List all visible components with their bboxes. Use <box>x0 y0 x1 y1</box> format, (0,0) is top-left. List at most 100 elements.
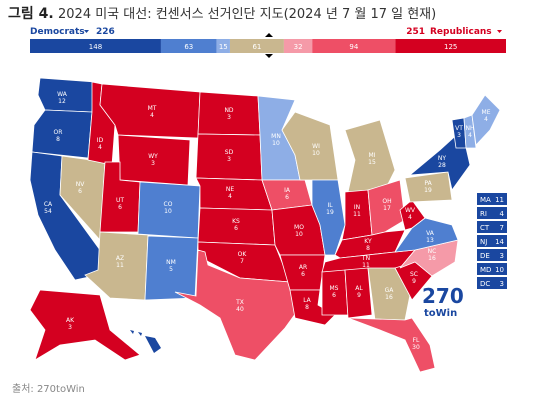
state <box>311 179 346 256</box>
segment-label: 61 <box>252 43 261 51</box>
state-abbr: IA <box>284 187 291 194</box>
state-ev: 6 <box>234 225 238 232</box>
state-abbr: WA <box>57 91 68 98</box>
state-abbr: SD <box>225 149 234 156</box>
state-ev: 17 <box>383 205 391 212</box>
state-box <box>477 277 507 289</box>
state-ev: 10 <box>295 231 303 238</box>
segment-label: 148 <box>89 43 102 51</box>
state-ev: 4 <box>484 116 488 123</box>
state-abbr: AZ <box>116 255 124 262</box>
state-abbr: SC <box>410 271 418 278</box>
small-states: MA 11 RI 4 CT 7 NJ 14 DE 3 MD 10 DC 3 <box>477 193 507 289</box>
state <box>367 179 406 236</box>
state-abbr: TN <box>361 255 370 262</box>
state-ev: 4 <box>500 210 505 218</box>
dem-total: 226 <box>96 27 115 37</box>
state <box>347 317 436 373</box>
segment-label: 32 <box>294 43 303 51</box>
state-abbr: NM <box>166 259 176 266</box>
state-abbr: PA <box>424 180 432 187</box>
state-ev: 15 <box>368 159 376 166</box>
state-ev: 14 <box>495 238 504 246</box>
state-ev: 8 <box>305 304 309 311</box>
state-abbr: OH <box>382 198 391 205</box>
midpoint-marker <box>265 54 273 58</box>
midpoint-marker <box>265 33 273 37</box>
segment-label: 63 <box>184 43 193 51</box>
state-abbr: MS <box>330 285 339 292</box>
state-box <box>477 193 507 205</box>
state <box>195 177 273 211</box>
state-box <box>477 207 507 219</box>
state-abbr: ID <box>97 137 104 144</box>
state-ev: 12 <box>58 98 66 105</box>
state-ev: 10 <box>495 266 504 274</box>
state-abbr: WV <box>405 207 416 214</box>
state-abbr: NH <box>466 125 475 132</box>
state-ev: 19 <box>326 209 334 216</box>
state-ev: 3 <box>457 132 461 139</box>
state-ev: 11 <box>362 262 370 269</box>
bar-segment <box>30 39 161 53</box>
state-ev: 3 <box>68 324 72 331</box>
rep-label: Republicans <box>430 27 492 37</box>
state-abbr: WI <box>312 143 320 150</box>
segment-label: 125 <box>444 43 457 51</box>
rep-total: 251 <box>406 27 425 37</box>
state-abbr: AK <box>66 317 75 324</box>
state-abbr: VT <box>455 125 463 132</box>
bar-segment <box>160 39 217 53</box>
state-ev: 3 <box>500 280 504 288</box>
state-abbr: NC <box>428 248 437 255</box>
state-ev: 11 <box>116 262 124 269</box>
state <box>281 111 339 181</box>
state-abbr: IN <box>354 204 360 211</box>
state-abbr: CA <box>44 201 53 208</box>
state-abbr: OK <box>238 251 248 258</box>
dropdown-icon <box>84 30 89 33</box>
state-ev: 8 <box>366 245 370 252</box>
state-abbr: AL <box>355 285 363 292</box>
state-ev: 16 <box>385 294 393 301</box>
state-ev: 7 <box>240 258 244 265</box>
state-abbr: RI <box>480 210 487 218</box>
state-abbr: WY <box>148 153 158 160</box>
state-abbr: OR <box>54 129 63 136</box>
state-box <box>477 263 507 275</box>
state-abbr: FL <box>413 337 420 344</box>
state-abbr: VA <box>426 230 435 237</box>
state <box>174 249 299 361</box>
state-abbr: UT <box>116 197 124 204</box>
state-ev: 4 <box>408 214 412 221</box>
state-abbr: MD <box>480 266 491 274</box>
state-ev: 11 <box>495 196 504 204</box>
state <box>29 289 141 361</box>
logo-number: 270 <box>422 284 464 308</box>
state-abbr: TX <box>235 299 244 306</box>
state-abbr: IL <box>327 202 333 209</box>
bar-segment <box>229 39 284 53</box>
map: WA12OR8CA54NV6ID4MT4WY3UT6AZ11CO10NM5ND3… <box>29 77 501 373</box>
state-abbr: NV <box>76 181 85 188</box>
state-ev: 6 <box>118 204 122 211</box>
state-ev: 54 <box>44 208 52 215</box>
state-abbr: GA <box>385 287 395 294</box>
state <box>31 109 93 159</box>
state <box>404 171 453 203</box>
state-ev: 6 <box>332 292 336 299</box>
dem-label: Democrats <box>30 27 85 37</box>
state-box <box>477 221 507 233</box>
state-abbr: MT <box>148 105 157 112</box>
state-abbr: ME <box>482 109 491 116</box>
state-ev: 8 <box>56 136 60 143</box>
state-ev: 3 <box>227 156 231 163</box>
state-abbr: CT <box>480 224 490 232</box>
state <box>344 267 373 319</box>
state-ev: 4 <box>468 132 472 139</box>
state-ev: 3 <box>500 252 504 260</box>
state-abbr: ND <box>224 107 233 114</box>
state-abbr: CO <box>164 201 173 208</box>
state-abbr: KY <box>364 238 372 245</box>
